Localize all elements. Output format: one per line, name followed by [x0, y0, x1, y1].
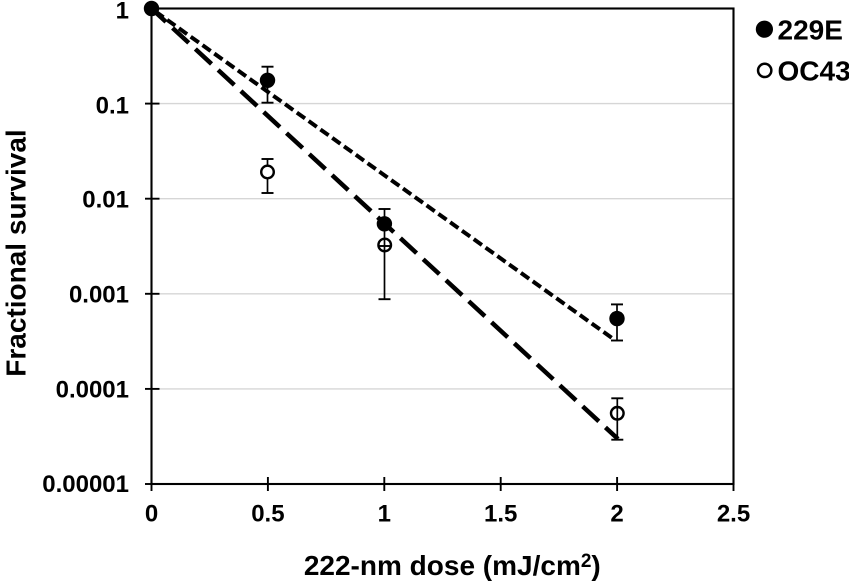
svg-text:2: 2: [610, 501, 623, 528]
svg-text:Fractional survival: Fractional survival: [1, 129, 32, 376]
svg-text:0.001: 0.001: [69, 282, 129, 309]
svg-text:OC43: OC43: [778, 56, 849, 87]
svg-text:0.0001: 0.0001: [56, 377, 129, 404]
svg-text:1: 1: [116, 0, 129, 24]
svg-text:0.5: 0.5: [251, 501, 284, 528]
svg-text:1: 1: [378, 501, 391, 528]
svg-text:222-nm dose (mJ/cm2): 222-nm dose (mJ/cm2): [304, 550, 601, 581]
svg-text:1.5: 1.5: [484, 501, 517, 528]
svg-text:0: 0: [145, 501, 158, 528]
svg-text:229E: 229E: [778, 14, 843, 45]
svg-text:0.1: 0.1: [96, 93, 129, 120]
svg-text:0.01: 0.01: [82, 187, 129, 214]
svg-text:2.5: 2.5: [717, 501, 750, 528]
svg-text:0.00001: 0.00001: [42, 471, 129, 498]
